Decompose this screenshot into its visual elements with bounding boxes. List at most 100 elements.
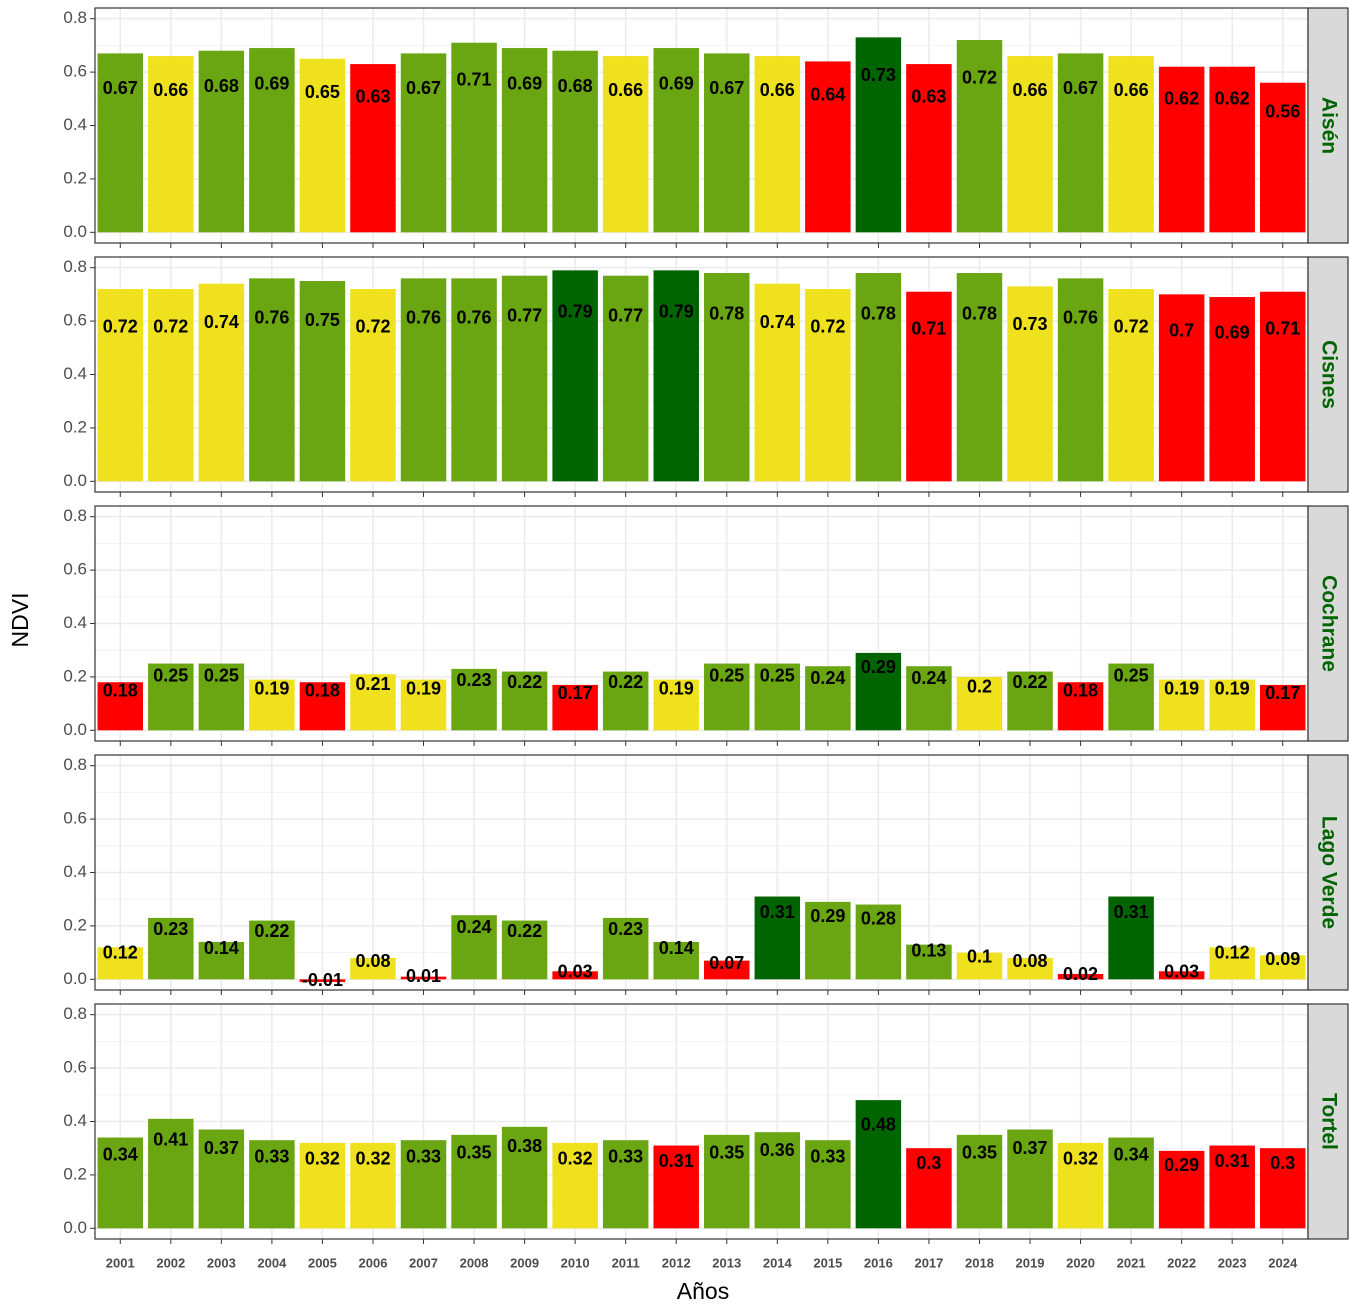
- value-label: 0.35: [962, 1142, 997, 1162]
- value-label: 0.76: [457, 308, 492, 328]
- value-label: 0.17: [558, 683, 593, 703]
- y-tick-label: 0.2: [63, 915, 87, 934]
- bar: [1057, 1142, 1104, 1229]
- value-label: 0.33: [406, 1147, 441, 1167]
- value-label: 0.33: [810, 1147, 845, 1167]
- x-tick-label: 2014: [763, 1255, 793, 1270]
- strip-label: Lago Verde: [1317, 816, 1340, 929]
- bar: [906, 64, 952, 233]
- value-label: 0.02: [1063, 964, 1098, 984]
- bar: [1158, 66, 1205, 233]
- x-tick-label: 2018: [965, 1255, 994, 1270]
- value-label: 0.19: [254, 678, 289, 698]
- bar: [148, 917, 194, 980]
- value-label: 0.37: [1012, 1138, 1047, 1158]
- y-tick-label: 0.2: [63, 168, 87, 187]
- value-label: 0.25: [204, 666, 239, 686]
- bar: [299, 979, 346, 982]
- x-tick-label: 2013: [712, 1255, 741, 1270]
- value-label: 0.68: [558, 76, 593, 96]
- value-label: 0.66: [1012, 80, 1047, 100]
- bar: [805, 61, 851, 233]
- bar: [1259, 1148, 1306, 1229]
- value-label: 0.18: [103, 681, 138, 701]
- y-tick-label: 0.6: [63, 560, 87, 579]
- bar: [249, 278, 295, 482]
- x-tick-label: 2005: [308, 1255, 337, 1270]
- bar: [198, 50, 245, 233]
- value-label: 0.69: [254, 74, 289, 94]
- bar: [198, 663, 245, 731]
- value-label: 0.72: [962, 67, 997, 87]
- bar: [552, 270, 598, 482]
- value-label: 0.71: [457, 69, 492, 89]
- bar: [602, 275, 649, 482]
- bar: [805, 289, 851, 482]
- bar: [1259, 291, 1306, 482]
- bar: [1158, 294, 1205, 482]
- bar: [704, 960, 750, 980]
- y-tick-label: 0.2: [63, 417, 87, 436]
- bar: [1057, 278, 1104, 482]
- value-label: 0.66: [608, 80, 643, 100]
- bar: [1057, 973, 1104, 980]
- value-label: 0.32: [305, 1149, 340, 1169]
- bar: [704, 663, 750, 731]
- value-label: 0.23: [153, 919, 188, 939]
- x-tick-label: 2020: [1066, 1255, 1095, 1270]
- value-label: 0.19: [1164, 678, 1199, 698]
- bar: [451, 278, 497, 482]
- value-label: 0.78: [962, 303, 997, 323]
- value-label: 0.2: [967, 676, 992, 696]
- value-label: 0.22: [254, 921, 289, 941]
- bar: [906, 1148, 952, 1229]
- bar: [552, 1142, 598, 1229]
- bar: [350, 674, 396, 731]
- bar: [602, 917, 649, 980]
- bar: [1259, 82, 1306, 233]
- bar: [1007, 286, 1053, 482]
- value-label: 0.33: [254, 1147, 289, 1167]
- bar: [299, 58, 346, 233]
- value-label: 0.79: [558, 301, 593, 321]
- bar: [1108, 1137, 1154, 1229]
- value-label: 0.24: [911, 668, 946, 688]
- bar: [148, 56, 194, 233]
- bar: [602, 56, 649, 233]
- bar: [552, 971, 598, 980]
- value-label: 0.77: [608, 306, 643, 326]
- value-label: 0.19: [406, 678, 441, 698]
- bar: [855, 904, 902, 980]
- value-label: 0.76: [406, 308, 441, 328]
- bar: [906, 944, 952, 980]
- value-label: 0.03: [1164, 962, 1199, 982]
- y-tick-label: 0.8: [63, 1004, 87, 1023]
- strip: [1307, 754, 1349, 991]
- strip-label: Cisnes: [1317, 340, 1340, 409]
- value-label: 0.31: [760, 902, 795, 922]
- bar: [249, 920, 295, 980]
- bar: [805, 901, 851, 980]
- bar: [451, 668, 497, 731]
- bar: [1158, 971, 1205, 980]
- value-label: 0.29: [861, 657, 896, 677]
- bar: [451, 915, 497, 980]
- value-label: 0.73: [861, 65, 896, 85]
- value-label: 0.18: [305, 681, 340, 701]
- x-tick-label: 2007: [409, 1255, 438, 1270]
- bar: [299, 682, 346, 731]
- value-label: 0.25: [153, 666, 188, 686]
- value-label: 0.07: [709, 953, 744, 973]
- bar: [148, 289, 194, 482]
- value-label: 0.25: [709, 666, 744, 686]
- value-label: 0.34: [1114, 1144, 1149, 1164]
- value-label: 0.09: [1265, 949, 1300, 969]
- bar: [97, 1137, 144, 1229]
- value-label: 0.62: [1164, 89, 1199, 109]
- y-tick-label: 0.8: [63, 257, 87, 276]
- value-label: 0.36: [760, 1140, 795, 1160]
- bar: [704, 1134, 750, 1229]
- value-label: 0.65: [305, 82, 340, 102]
- x-tick-label: 2006: [359, 1255, 388, 1270]
- y-tick-label: 0.8: [63, 506, 87, 525]
